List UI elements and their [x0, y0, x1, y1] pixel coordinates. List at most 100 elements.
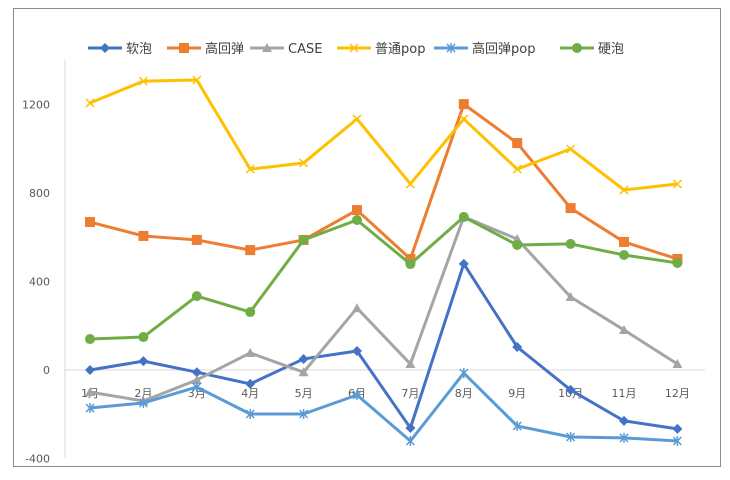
marker-star — [566, 432, 576, 443]
x-tick-label: 12月 — [665, 387, 690, 400]
marker-square — [352, 205, 362, 216]
y-tick-label: 0 — [43, 364, 50, 377]
marker-x — [85, 98, 95, 108]
legend-label: 软泡 — [126, 42, 152, 57]
marker-triangle — [352, 303, 362, 313]
marker-star — [299, 409, 309, 420]
marker-diamond — [100, 43, 110, 53]
legend-label: 硬泡 — [598, 42, 624, 57]
y-tick-label: 400 — [29, 276, 50, 289]
x-tick-label: 5月 — [295, 387, 313, 400]
series-line-高回弹pop — [89, 371, 678, 443]
marker-x — [459, 114, 469, 124]
marker-star — [138, 397, 148, 408]
marker-triangle — [619, 324, 629, 334]
marker-triangle — [672, 359, 683, 369]
x-tick-label: 7月 — [401, 387, 419, 400]
marker-star — [512, 420, 522, 431]
marker-circle — [565, 238, 576, 249]
marker-diamond — [352, 345, 362, 356]
marker-star — [245, 409, 255, 420]
marker-star — [85, 403, 95, 414]
marker-circle — [672, 257, 683, 268]
series-line-CASE — [89, 215, 679, 403]
marker-x — [405, 179, 415, 189]
marker-triangle — [191, 374, 202, 384]
marker-star — [405, 436, 415, 447]
legend-label: 普通pop — [375, 42, 425, 57]
marker-diamond — [245, 378, 256, 389]
marker-square — [565, 203, 576, 214]
marker-triangle — [262, 43, 272, 52]
marker-x — [192, 75, 202, 85]
x-tick-label: 4月 — [241, 387, 259, 400]
marker-star — [672, 436, 682, 447]
marker-x — [512, 164, 522, 174]
marker-star — [192, 382, 202, 393]
y-tick-label: 800 — [29, 187, 50, 200]
marker-square — [458, 99, 469, 110]
marker-triangle — [85, 387, 95, 397]
y-tick-label: -400 — [25, 452, 50, 465]
marker-diamond — [512, 341, 523, 352]
marker-square — [405, 253, 416, 264]
marker-x — [619, 185, 629, 195]
marker-triangle — [298, 367, 309, 377]
marker-x — [352, 114, 362, 124]
series-line-软泡 — [89, 262, 678, 431]
marker-circle — [85, 334, 95, 345]
x-tick-label: 11月 — [612, 387, 637, 400]
marker-diamond — [619, 415, 629, 426]
marker-circle — [458, 211, 469, 222]
chart-frame — [13, 8, 721, 467]
marker-square — [85, 217, 95, 228]
marker-circle — [245, 307, 256, 318]
marker-x — [566, 144, 576, 154]
marker-diamond — [191, 367, 202, 378]
marker-circle — [405, 259, 416, 270]
marker-diamond — [85, 365, 95, 375]
marker-diamond — [458, 258, 469, 269]
marker-star — [459, 368, 469, 379]
marker-circle — [138, 332, 149, 343]
marker-circle — [572, 43, 582, 53]
marker-x — [299, 158, 309, 168]
legend-label: CASE — [288, 42, 322, 57]
marker-circle — [352, 215, 362, 226]
marker-circle — [619, 249, 629, 260]
marker-diamond — [298, 353, 309, 364]
x-tick-label: 2月 — [134, 387, 152, 400]
marker-diamond — [138, 356, 149, 367]
x-tick-label: 9月 — [508, 387, 526, 400]
legend-label: 高回弹pop — [472, 41, 535, 57]
marker-square — [191, 234, 202, 245]
legend-label: 高回弹 — [205, 41, 244, 57]
marker-diamond — [405, 422, 416, 433]
marker-circle — [298, 234, 309, 245]
marker-triangle — [405, 359, 416, 369]
marker-triangle — [565, 292, 576, 302]
series-line-硬泡 — [89, 215, 678, 341]
marker-square — [619, 236, 629, 247]
y-tick-label: 1200 — [22, 99, 50, 112]
marker-star — [446, 43, 456, 53]
marker-square — [512, 138, 523, 149]
marker-square — [245, 245, 256, 256]
marker-triangle — [245, 347, 256, 357]
marker-circle — [512, 240, 523, 251]
marker-square — [138, 230, 149, 241]
marker-diamond — [672, 423, 683, 434]
marker-x — [672, 179, 682, 189]
marker-x — [349, 43, 359, 53]
marker-x — [245, 164, 255, 174]
marker-x — [138, 76, 148, 86]
marker-square — [179, 43, 189, 53]
marker-star — [619, 432, 629, 443]
series-line-高回弹 — [89, 102, 678, 261]
marker-circle — [191, 291, 202, 302]
marker-diamond — [565, 384, 576, 395]
marker-star — [352, 389, 362, 400]
series-line-普通pop — [89, 78, 678, 192]
x-tick-label: 8月 — [455, 387, 473, 400]
